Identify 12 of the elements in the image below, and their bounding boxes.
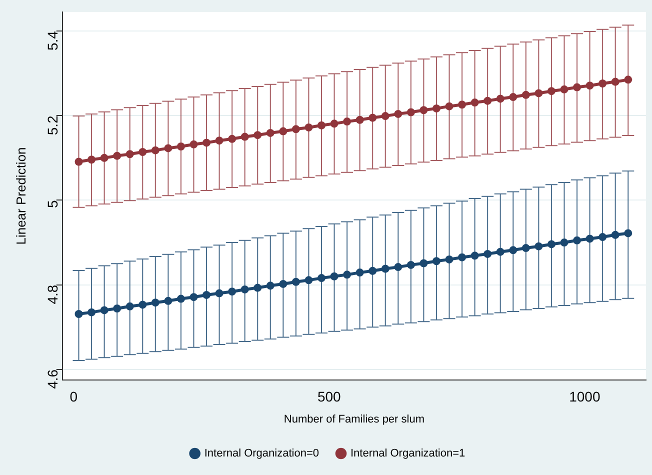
y-tick-label: 5 bbox=[44, 200, 60, 208]
x-axis-title: Number of Families per slum bbox=[284, 413, 424, 426]
x-tick-label: 500 bbox=[317, 388, 342, 404]
legend-label: Internal Organization=1 bbox=[350, 448, 466, 460]
y-tick-label: 5.4 bbox=[44, 30, 60, 51]
y-axis-title: Linear Prediction bbox=[13, 147, 28, 245]
x-tick-label: 1000 bbox=[569, 388, 600, 404]
y-tick-label: 4.6 bbox=[44, 369, 60, 389]
y-tick-label: 5.2 bbox=[44, 115, 60, 136]
y-tick-label: 4.8 bbox=[44, 284, 60, 304]
legend-label: Internal Organization=0 bbox=[204, 448, 320, 460]
x-tick-label: 0 bbox=[70, 388, 78, 404]
